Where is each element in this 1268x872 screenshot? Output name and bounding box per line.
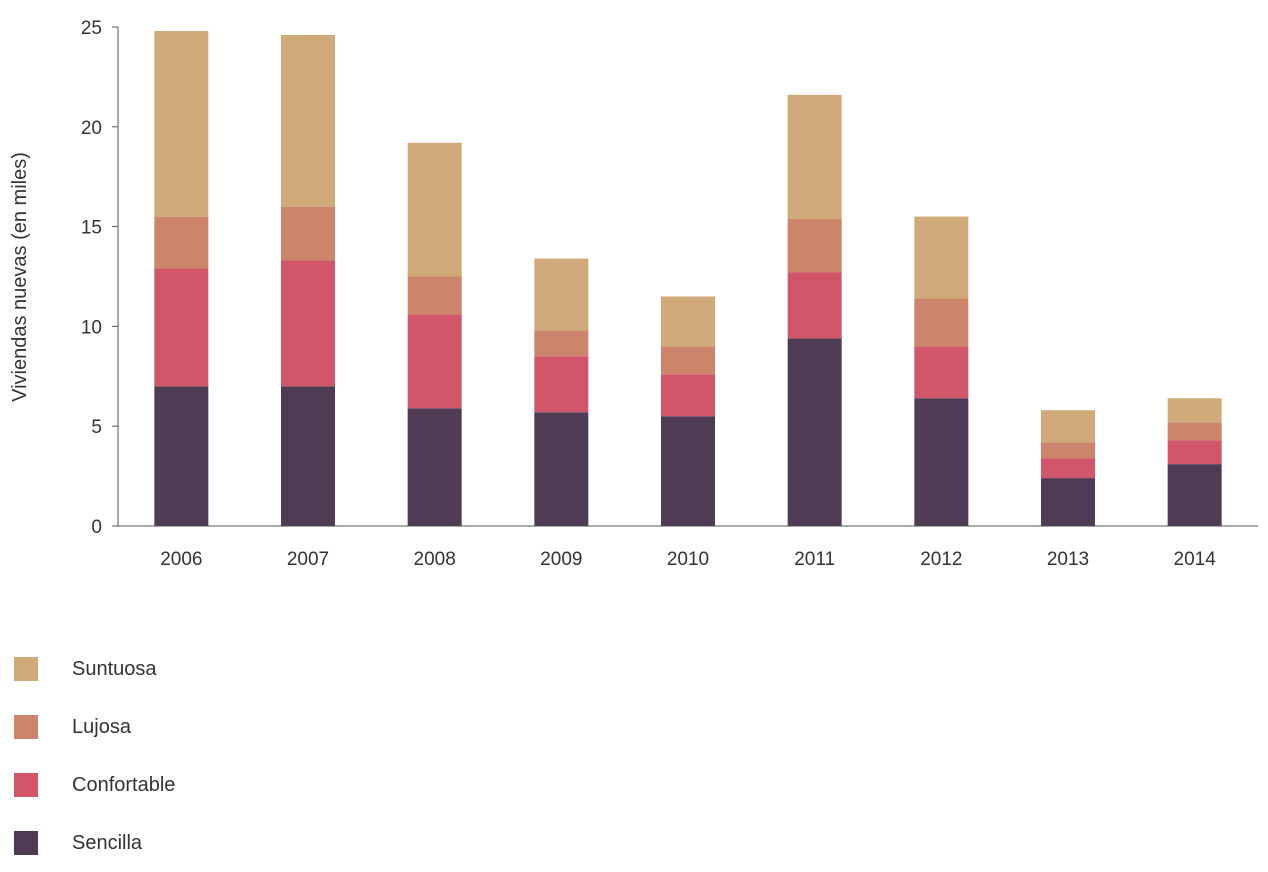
bar-sencilla-2012 [914,398,969,526]
x-tick-label: 2012 [920,549,962,570]
bar-confortable-2007 [281,260,335,387]
bar-lujosa-2014 [1167,422,1222,441]
x-tick-label: 2007 [287,549,329,570]
bar-suntuosa-2012 [914,216,969,299]
legend-swatch [14,773,38,797]
legend-item-lujosa: Lujosa [14,698,175,756]
x-tick-label: 2013 [1047,549,1089,570]
bar-suntuosa-2013 [1041,410,1095,443]
bar-confortable-2014 [1167,440,1222,465]
x-tick-label: 2008 [414,549,456,570]
legend-swatch [14,657,38,681]
bar-suntuosa-2008 [407,142,462,277]
bar-lujosa-2010 [661,346,715,375]
bar-lujosa-2013 [1041,442,1095,459]
bar-confortable-2008 [407,314,462,409]
legend-label: Sencilla [72,831,143,854]
y-tick-label: 15 [81,218,102,239]
bar-sencilla-2011 [787,338,842,526]
x-tick-label: 2010 [667,549,709,570]
legend-swatch [14,831,38,855]
bar-lujosa-2007 [281,206,335,261]
legend-swatch [14,715,38,739]
bar-confortable-2012 [914,346,969,399]
bar-lujosa-2011 [787,218,842,273]
bar-lujosa-2009 [534,330,589,357]
bar-lujosa-2012 [914,298,969,347]
legend-item-suntuosa: Suntuosa [14,640,175,698]
legend-label: Lujosa [72,715,131,738]
legend: Suntuosa Lujosa Confortable Sencilla [14,640,175,872]
x-tick-label: 2006 [160,549,202,570]
bar-suntuosa-2007 [281,34,335,207]
legend-item-confortable: Confortable [14,756,175,814]
bar-sencilla-2014 [1167,464,1222,526]
y-axis: 0 5 10 15 20 25 [81,18,119,538]
bar-sencilla-2008 [407,408,462,526]
x-tick-label: 2011 [794,549,835,570]
legend-item-sencilla: Sencilla [14,814,175,872]
bar-sencilla-2006 [154,386,209,526]
y-tick-label: 10 [81,317,102,338]
bars-group [154,30,1222,526]
bar-sencilla-2007 [281,386,335,526]
bar-sencilla-2009 [534,412,589,526]
bar-sencilla-2010 [661,416,715,526]
x-axis: 2006 2007 2008 2009 2010 2011 2012 2013 2014 [118,525,1258,570]
bar-confortable-2009 [534,356,589,413]
bar-suntuosa-2014 [1167,398,1222,423]
y-tick-label: 25 [81,18,102,39]
bar-confortable-2010 [661,374,715,417]
bar-confortable-2013 [1041,458,1095,479]
y-axis-title: Viviendas nuevas (en miles) [9,152,31,402]
bar-suntuosa-2006 [154,30,209,217]
y-tick-label: 0 [91,517,102,538]
bar-suntuosa-2011 [787,94,842,219]
y-tick-label: 5 [91,417,102,438]
x-tick-label: 2014 [1174,549,1217,570]
bar-lujosa-2008 [407,276,462,315]
bar-lujosa-2006 [154,216,209,269]
bar-confortable-2011 [787,272,842,339]
bar-suntuosa-2009 [534,258,589,331]
legend-label: Suntuosa [72,657,157,680]
bar-sencilla-2013 [1041,478,1095,526]
bar-suntuosa-2010 [661,296,715,347]
bar-confortable-2006 [154,268,209,387]
x-tick-label: 2009 [540,549,582,570]
legend-label: Confortable [72,773,176,796]
y-tick-label: 20 [81,118,102,139]
